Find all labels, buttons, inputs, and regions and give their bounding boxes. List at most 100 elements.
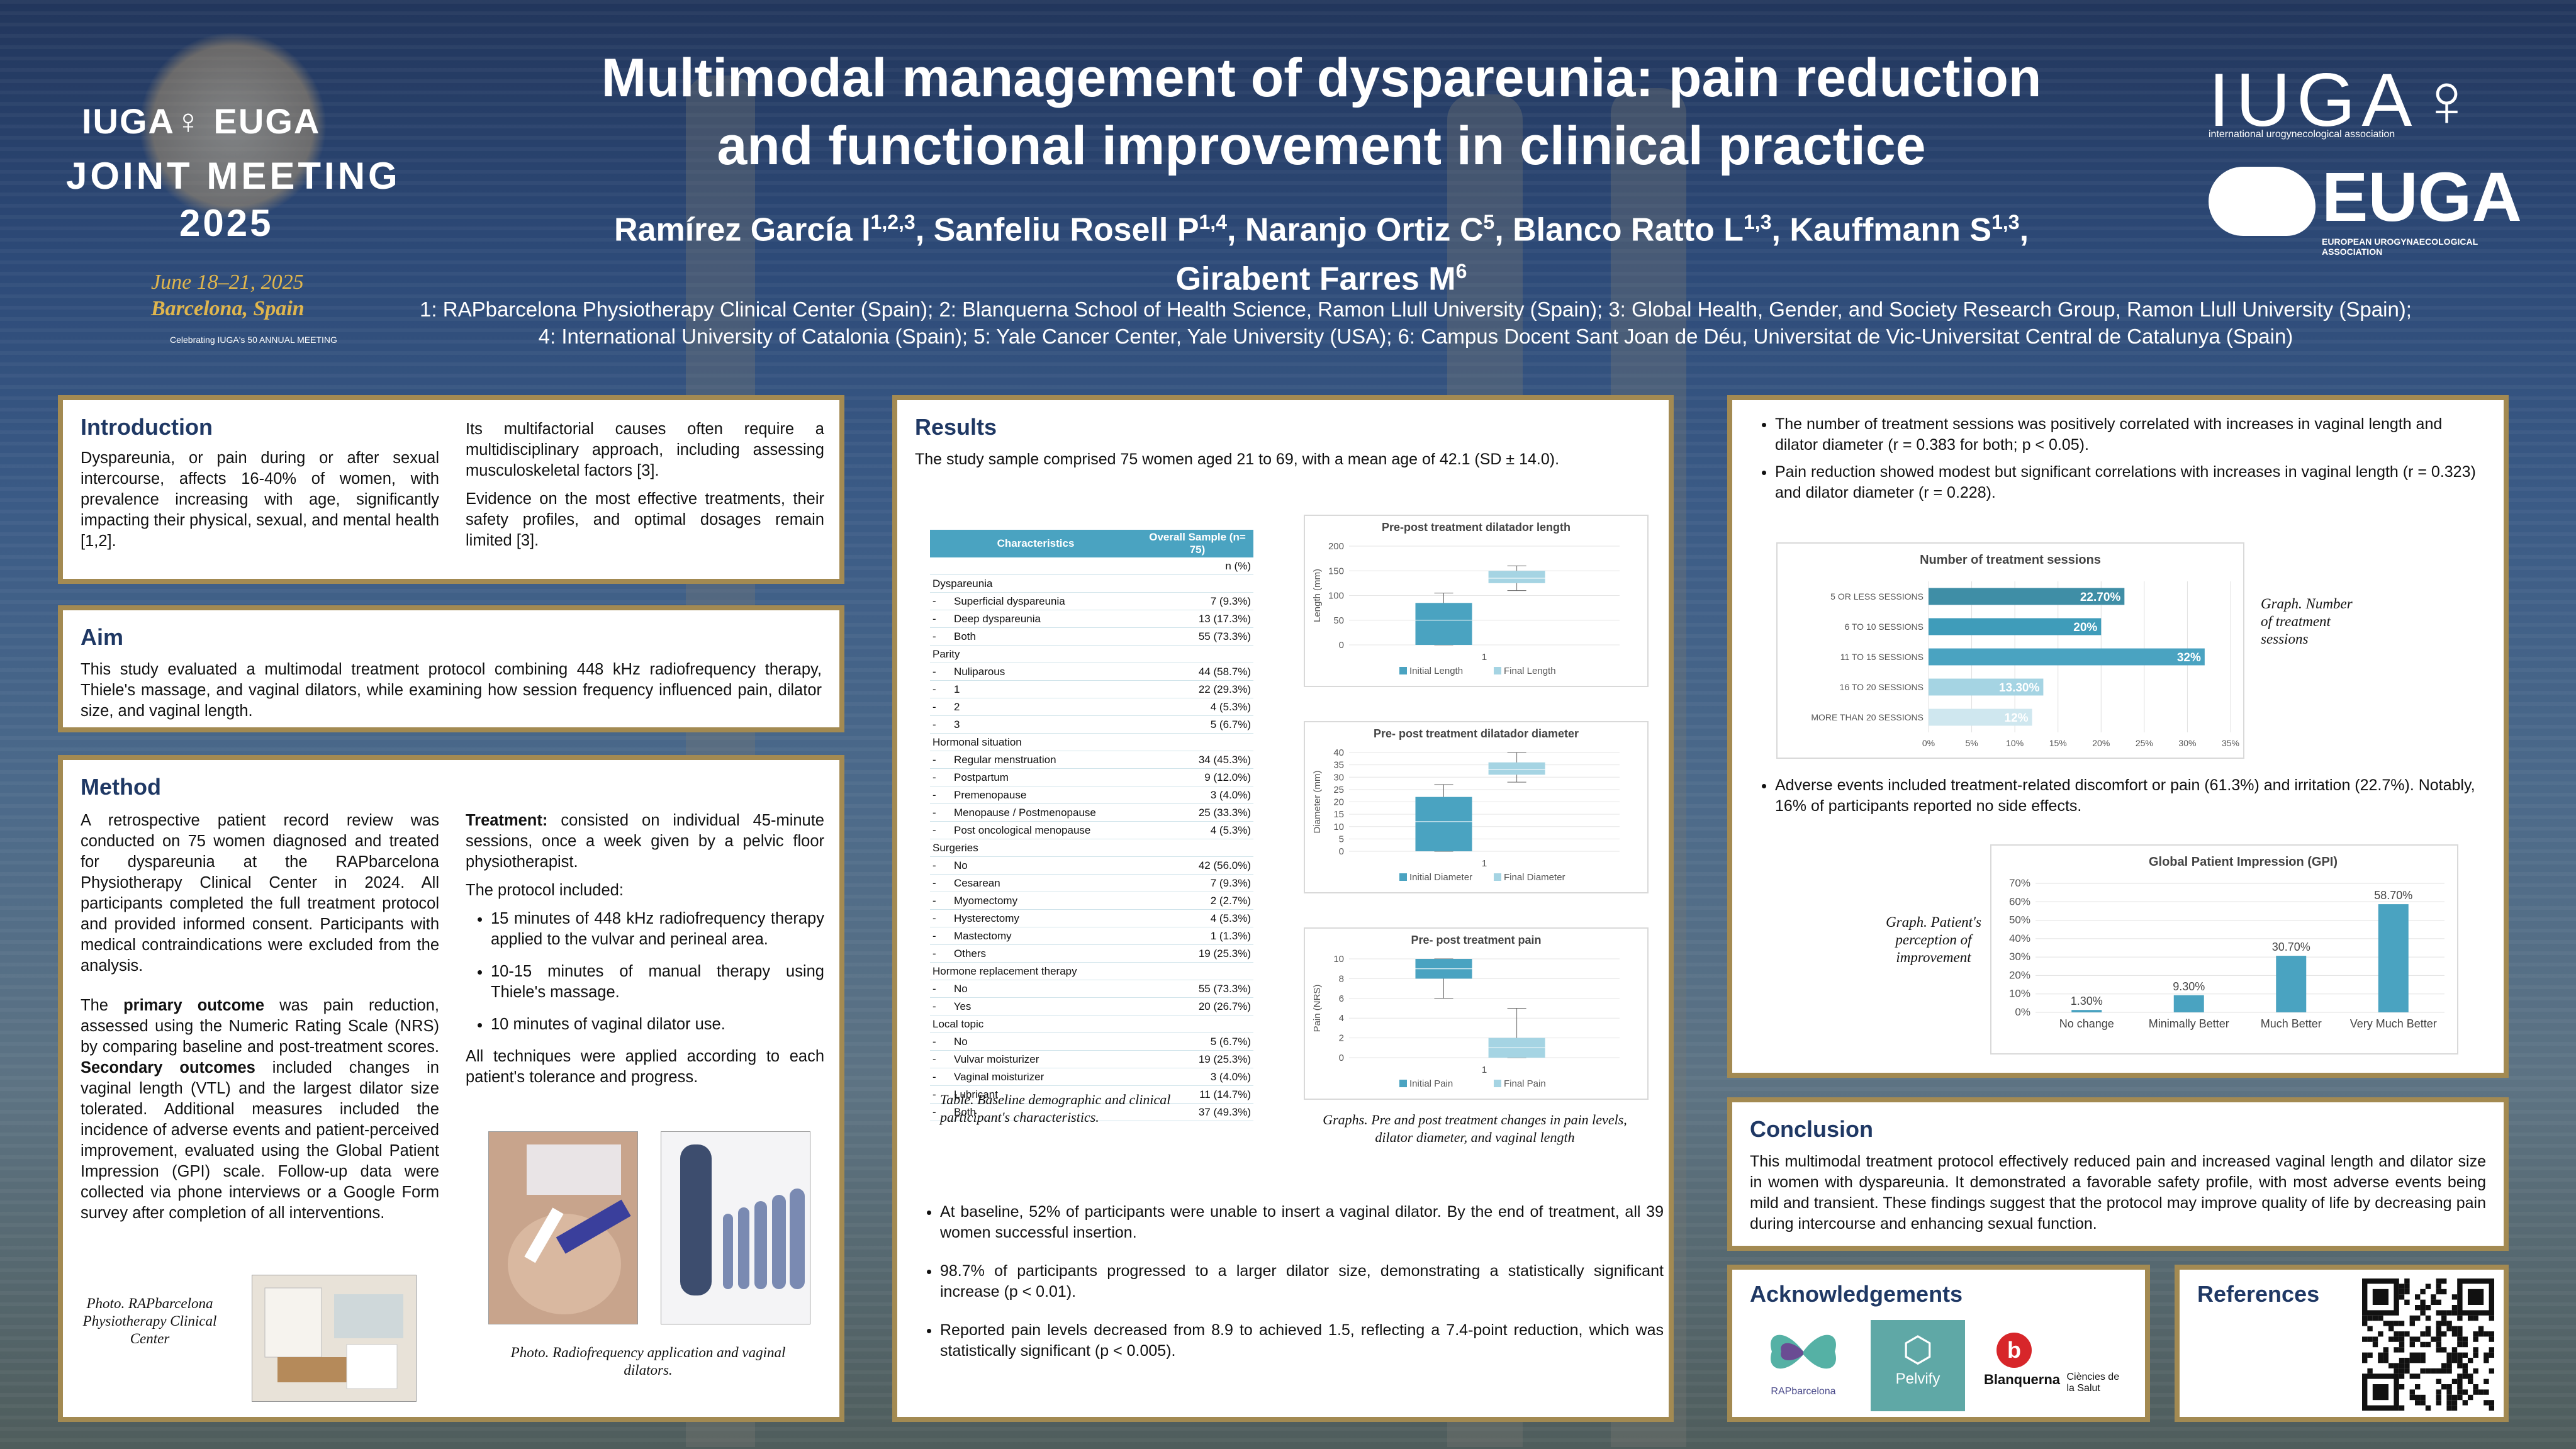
qr-module [2451, 1379, 2458, 1384]
qr-module [2457, 1358, 2463, 1363]
sessions-bar-chart: Number of treatment sessions 0% 5% 10% 15% 20… [1776, 542, 2244, 759]
table-cell-label: - Nuliparous [930, 663, 1141, 681]
pelvify-shield-icon: ⬡ [1902, 1329, 1934, 1369]
table-cell-label: - Mastectomy [930, 927, 1141, 945]
table-cell-label: - Postpartum [930, 768, 1141, 786]
logo-year: 2025 [179, 202, 274, 244]
bar [1929, 618, 2102, 635]
qr-module [2367, 1326, 2373, 1331]
pelvify-logo: ⬡ Pelvify [1871, 1320, 1965, 1411]
qr-module [2383, 1358, 2388, 1363]
qr-module [2462, 1341, 2468, 1348]
qr-module [2446, 1363, 2452, 1368]
table-cell-label: - No [930, 856, 1141, 875]
table-cell-label: - Regular menstruation [930, 751, 1141, 769]
y-tick-label: 16 TO 20 SESSIONS [1840, 682, 1924, 692]
qr-module [2473, 1352, 2478, 1358]
method-paragraph: The protocol included: [466, 881, 624, 899]
qr-module [2462, 1363, 2468, 1368]
references-qr-code[interactable] [2362, 1278, 2494, 1411]
qr-module [2462, 1336, 2468, 1342]
y-tick-label: 6 TO 10 SESSIONS [1844, 622, 1924, 632]
qr-module [2425, 1284, 2431, 1289]
data-label: 22.70% [2080, 591, 2121, 604]
section-title: Aim [81, 624, 124, 650]
x-tick-label: 5% [1965, 738, 1978, 748]
x-tick-label: 1 [1482, 1065, 1487, 1075]
table-cell-value: 3 (4.0%) [1141, 786, 1253, 804]
qr-module [2425, 1315, 2431, 1321]
qr-module [2372, 1315, 2378, 1321]
text-run: included changes in vaginal length (VTL)… [81, 1059, 439, 1222]
table-group-row: Hormonal situation [930, 733, 1253, 751]
y-tick-label: 20 [1333, 797, 1344, 808]
table-row: - Others 19 (25.3%) [930, 944, 1253, 963]
results-bullet: 98.7% of participants progressed to a la… [940, 1261, 1664, 1302]
y-tick-label: 4 [1339, 1013, 1344, 1024]
authors: Ramírez García I1,2,3, Sanfeliu Rosell P… [516, 201, 2127, 300]
x-tick-label: 25% [2136, 738, 2153, 748]
qr-module [2484, 1331, 2489, 1337]
qr-module [2451, 1400, 2458, 1406]
table-cell-label: - 1 [930, 680, 1141, 698]
references-panel: References [2175, 1265, 2509, 1422]
correlation-bullets: The number of treatment sessions was pos… [1750, 414, 2486, 503]
x-tick-label: Much Better [2261, 1017, 2322, 1030]
qr-module [2388, 1321, 2394, 1326]
gpi-bar-chart: Global Patient Impression (GPI) 0% 10% 20% 3… [1990, 844, 2458, 1055]
qr-module [2446, 1405, 2452, 1411]
section-title: Method [81, 774, 161, 800]
table-row: - No 55 (73.3%) [930, 980, 1253, 998]
qr-module [2484, 1358, 2489, 1363]
table-group-row: Parity [930, 645, 1253, 663]
table-cell-value: 3 (4.0%) [1141, 1068, 1253, 1086]
qr-module [2441, 1347, 2447, 1353]
y-tick-label: 200 [1328, 541, 1344, 552]
qr-module [2420, 1310, 2426, 1316]
qr-module [2457, 1389, 2463, 1395]
y-tick-label: 60% [2009, 895, 2030, 907]
table-cell-label: - Both [930, 627, 1141, 646]
x-tick-label: 1 [1482, 652, 1487, 663]
section-title: Introduction [81, 414, 213, 440]
table-group-row: Hormone replacement therapy [930, 962, 1253, 980]
legend-swatch [1494, 1080, 1501, 1087]
conclusion-text: This multimodal treatment protocol effec… [1750, 1153, 2486, 1233]
qr-module [2420, 1289, 2426, 1295]
author-affiliation-sup: 1,4 [1199, 211, 1227, 233]
radiofrequency-photo [488, 1131, 638, 1324]
qr-module [2473, 1347, 2478, 1353]
qr-module [2394, 1331, 2399, 1337]
qr-module [2446, 1326, 2452, 1331]
data-label: 13.30% [1999, 681, 2040, 695]
y-tick-label: 25 [1333, 785, 1344, 795]
qr-module [2388, 1363, 2394, 1368]
qr-module [2420, 1331, 2426, 1337]
qr-module [2436, 1321, 2441, 1326]
bar [2378, 904, 2409, 1012]
qr-module [2473, 1389, 2478, 1395]
bar [1929, 588, 2125, 605]
chart-title: Number of treatment sessions [1920, 553, 2101, 567]
method-paragraph: Treatment: consisted on individual 45-mi… [466, 810, 824, 873]
table-row: - Premenopause 3 (4.0%) [930, 786, 1253, 804]
blanquerna-b-icon: b [1996, 1333, 2032, 1368]
y-tick-label: MORE THAN 20 SESSIONS [1811, 712, 1924, 722]
protocol-list: 15 minutes of 448 kHz radiofrequency the… [466, 909, 824, 1035]
table-row: - Vulvar moisturizer 19 (25.3%) [930, 1050, 1253, 1068]
box-final-length [1488, 571, 1545, 583]
qr-module [2473, 1315, 2478, 1321]
title-line: and functional improvement in clinical p… [717, 116, 1926, 176]
method-panel: Method A retrospective patient record re… [58, 755, 844, 1422]
table-cell-value: 7 (9.3%) [1141, 592, 1253, 610]
qr-module [2478, 1326, 2484, 1331]
y-tick-label: 50 [1333, 615, 1344, 626]
qr-module [2446, 1389, 2452, 1395]
table-row: - 1 22 (29.3%) [930, 680, 1253, 698]
table-cell-label: - Lubricant [930, 1085, 1141, 1104]
x-tick-label: 0% [1922, 738, 1935, 748]
table-cell-value: 19 (25.3%) [1141, 944, 1253, 963]
y-tick-label: 15 [1333, 809, 1344, 820]
table-cell-label: - No [930, 980, 1141, 998]
